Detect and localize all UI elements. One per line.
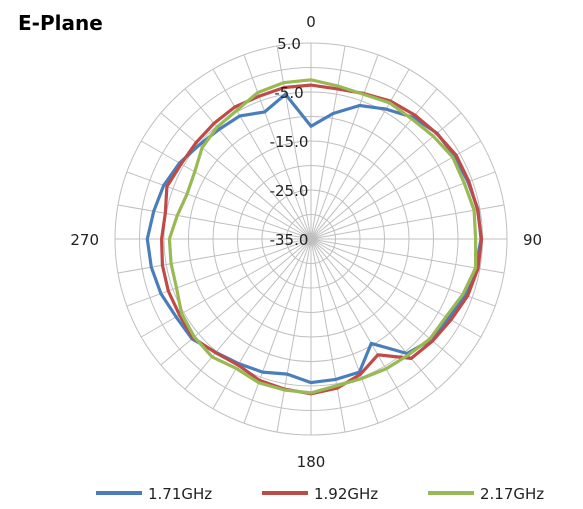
grid-spoke xyxy=(243,54,312,240)
grid-spoke xyxy=(310,238,346,433)
angle-labels: 0 90 180 270 xyxy=(70,13,542,471)
radial-tick-label: -5.0 xyxy=(274,84,303,102)
grid-spoke xyxy=(184,88,312,240)
grid-spoke xyxy=(310,204,505,240)
polar-grid xyxy=(114,42,508,436)
grid-spoke xyxy=(310,238,462,366)
grid-spoke xyxy=(310,238,410,409)
angle-label-0: 0 xyxy=(306,13,316,31)
grid-spoke xyxy=(141,140,312,240)
series-lines xyxy=(145,78,484,396)
chart-title: E-Plane xyxy=(18,11,103,35)
legend: 1.71GHz 1.92GHz 2.17GHz xyxy=(96,485,544,503)
grid-spoke xyxy=(160,238,312,366)
grid-spoke xyxy=(141,238,312,338)
angle-label-270: 270 xyxy=(70,231,99,249)
radial-tick-label: -15.0 xyxy=(270,133,309,151)
grid-spoke xyxy=(184,238,312,390)
radial-tick-label: 5.0 xyxy=(277,35,301,53)
grid-spoke xyxy=(212,238,312,409)
legend-label: 2.17GHz xyxy=(480,485,544,503)
angle-label-90: 90 xyxy=(523,231,542,249)
grid-spoke xyxy=(310,238,481,338)
grid-spoke xyxy=(126,171,312,240)
grid-spoke xyxy=(310,238,505,274)
grid-spoke xyxy=(310,238,379,424)
grid-spoke xyxy=(212,69,312,240)
legend-label: 1.71GHz xyxy=(148,485,212,503)
radial-tick-label: -25.0 xyxy=(270,182,309,200)
grid-spoke xyxy=(126,238,312,307)
series-line-1.71GHz xyxy=(145,92,483,385)
radial-tick-label: -35.0 xyxy=(270,231,309,249)
legend-label: 1.92GHz xyxy=(314,485,378,503)
grid-spoke xyxy=(243,238,312,424)
series-line-2.17GHz xyxy=(167,78,478,395)
grid-spoke xyxy=(117,204,312,240)
grid-spoke xyxy=(310,238,438,390)
radial-tick-labels: 5.0 -5.0 -15.0 -25.0 -35.0 xyxy=(270,35,309,249)
grid-spoke xyxy=(160,112,312,240)
grid-spoke xyxy=(276,238,312,433)
grid-spoke xyxy=(310,69,410,240)
grid-spoke xyxy=(310,45,346,240)
grid-spoke xyxy=(276,45,312,240)
grid-spoke xyxy=(310,54,379,240)
grid-spoke xyxy=(310,88,438,240)
angle-label-180: 180 xyxy=(297,453,326,471)
